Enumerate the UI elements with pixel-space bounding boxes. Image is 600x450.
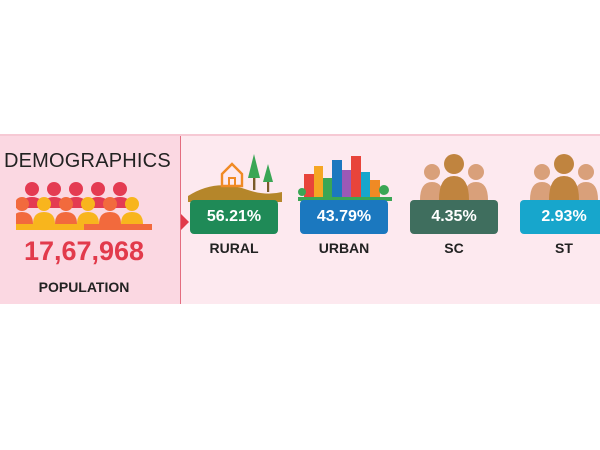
demographics-panel: DEMOGRAPHICS 17,67,968 PO [0,136,181,304]
demographics-strip: DEMOGRAPHICS 17,67,968 PO [0,134,600,304]
arrow-pointer-icon [181,214,189,230]
stat-label-st: ST [555,240,573,256]
stat-label-urban: URBAN [318,240,370,256]
stat-st: 2.93% ST [516,136,600,304]
stat-urban: 43.79% URBAN [296,136,396,304]
rural-landscape-icon [188,154,282,202]
stat-rural: 56.21% RURAL [186,136,286,304]
people-group-icon [420,154,488,200]
stat-box-sc: 4.35% [410,200,498,234]
crowd-icon [16,182,152,230]
stat-sc: 4.35% SC [406,136,506,304]
stat-box-rural: 56.21% [190,200,278,234]
stat-label-sc: SC [444,240,464,256]
city-buildings-icon [298,156,392,201]
stat-box-st: 2.93% [520,200,600,234]
stat-label-rural: RURAL [209,240,259,256]
demographics-title: DEMOGRAPHICS [4,150,171,172]
stat-box-urban: 43.79% [300,200,388,234]
population-value: 17,67,968 [23,236,145,266]
people-group-icon [530,154,598,200]
population-label: POPULATION [38,279,130,295]
